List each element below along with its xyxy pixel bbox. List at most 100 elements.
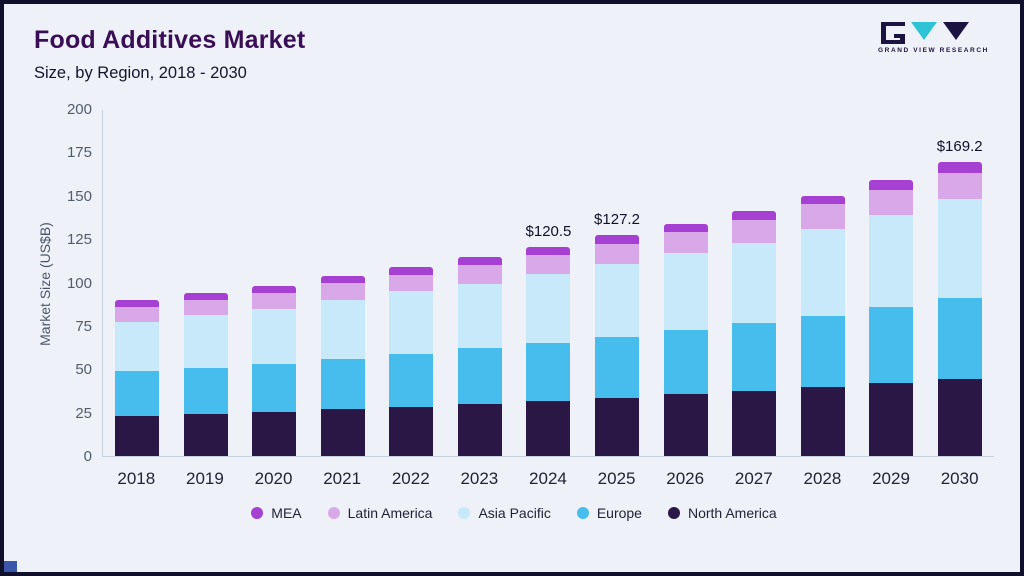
bar-segment-asia-pacific	[389, 291, 434, 354]
bar-segment-asia-pacific	[320, 299, 365, 359]
x-axis-label-2027: 2027	[734, 469, 773, 488]
bar-segment-latin-america	[526, 254, 571, 274]
bar-segment-europe	[732, 323, 777, 391]
value-label-2024: $120.5	[525, 222, 572, 240]
bar-segment-asia-pacific	[526, 273, 571, 344]
y-axis-tick-125: 125	[66, 231, 92, 249]
y-axis-title: Market Size (US$B)	[37, 221, 53, 346]
x-axis-label-2020: 2020	[254, 469, 293, 488]
bar-2019	[183, 292, 228, 456]
y-axis-tick-175: 175	[66, 144, 92, 162]
page-subtitle: Size, by Region, 2018 - 2030	[34, 64, 247, 82]
bar-segment-europe	[320, 358, 365, 410]
legend-item-north-america: North America	[667, 505, 777, 521]
bar-cell: $169.2	[925, 110, 994, 456]
bar-cell: $127.2	[583, 110, 652, 456]
bar-segment-north-america	[320, 409, 365, 456]
bar-segment-mea	[115, 299, 160, 307]
value-label-2025: $127.2	[594, 211, 640, 229]
bar-2022	[389, 266, 434, 456]
y-axis-title-column: Market Size (US$B)	[34, 110, 56, 457]
x-axis-label-2025: 2025	[597, 469, 636, 488]
bar-segment-north-america	[115, 416, 160, 456]
bar-segment-north-america	[732, 390, 777, 456]
legend-item-asia-pacific: Asia Pacific	[458, 505, 551, 521]
legend-swatch-latin-america	[327, 507, 340, 519]
bar-segment-north-america	[183, 413, 228, 456]
bar-segment-asia-pacific	[457, 284, 502, 349]
bar-segment-mea	[663, 223, 708, 233]
bar-segment-europe	[389, 353, 434, 407]
x-axis-label-2023: 2023	[460, 469, 499, 488]
bar-2021	[320, 275, 365, 456]
bar-segment-mea	[526, 246, 571, 255]
bar-2018	[115, 299, 160, 456]
bar-segment-asia-pacific	[115, 322, 160, 372]
x-axis-label-2026: 2026	[666, 469, 705, 488]
y-axis-tick-25: 25	[75, 404, 92, 422]
bar-segment-asia-pacific	[663, 253, 708, 331]
x-axis-label-2024: 2024	[529, 469, 567, 488]
x-axis-label-2022: 2022	[391, 469, 430, 488]
bar-segment-north-america	[869, 383, 914, 456]
bar-segment-latin-america	[320, 283, 365, 300]
bar-cell	[309, 110, 378, 456]
bar-segment-north-america	[937, 378, 982, 456]
bar-segment-north-america	[389, 406, 434, 456]
bar-2026	[663, 223, 708, 456]
bar-segment-north-america	[594, 397, 639, 456]
bar-segment-europe	[183, 367, 228, 414]
x-axis-label-2019: 2019	[186, 469, 224, 488]
stacked-bar-chart: Market Size (US$B) 0 25 50 75 100 125 150 175 20…	[34, 101, 994, 521]
y-axis-tick-0: 0	[83, 448, 92, 465]
bar-segment-mea	[594, 235, 639, 244]
bar-segment-north-america	[457, 403, 502, 456]
bar-segment-latin-america	[252, 293, 297, 309]
bar-2020	[252, 286, 297, 456]
bar-segment-latin-america	[115, 306, 160, 323]
bar-segment-europe	[594, 337, 639, 398]
bar-cell	[446, 110, 515, 456]
legend-swatch-asia-pacific	[458, 507, 471, 519]
y-axis-tick-100: 100	[66, 274, 92, 292]
bar-segment-latin-america	[800, 204, 845, 229]
bar-segment-mea	[457, 257, 502, 266]
y-axis-tick-50: 50	[75, 361, 92, 379]
y-axis-ticks: 0 25 50 75 100 125 150 175 200	[56, 101, 102, 465]
x-axis-label-2021: 2021	[323, 469, 362, 488]
bar-segment-mea	[869, 180, 914, 190]
bar-segment-mea	[800, 195, 845, 205]
bar-segment-asia-pacific	[800, 228, 845, 316]
corner-accent	[4, 561, 17, 572]
bar-segment-europe	[526, 343, 571, 402]
brand-logo: GRAND VIEW RESEARCH	[878, 22, 987, 54]
plot-column: $120.5 $127.2 $169.2 2018 2019 2020 2021 2022 2…	[102, 110, 994, 489]
bar-segment-north-america	[526, 401, 571, 456]
bar-segment-latin-america	[389, 274, 434, 292]
bar-segment-europe	[457, 348, 502, 404]
bar-cell	[788, 110, 857, 456]
bar-segment-asia-pacific	[252, 308, 297, 365]
x-axis-label-2029: 2029	[872, 469, 910, 488]
bar-segment-europe	[115, 371, 160, 417]
legend-label-mea: MEA	[271, 505, 302, 521]
bar-segment-north-america	[663, 394, 708, 456]
bar-2025: $127.2	[594, 211, 640, 456]
bar-segment-mea	[320, 275, 365, 284]
legend-item-europe: Europe	[576, 505, 642, 521]
y-axis-tick-200: 200	[66, 101, 92, 118]
bar-segment-mea	[252, 286, 297, 294]
bar-2028	[800, 195, 845, 456]
bar-segment-latin-america	[937, 173, 982, 200]
y-axis-tick-150: 150	[66, 187, 92, 205]
bar-cell	[651, 110, 720, 456]
bar-segment-mea	[937, 162, 982, 174]
bar-segment-latin-america	[732, 219, 777, 243]
bar-segment-asia-pacific	[732, 242, 777, 324]
bar-cell	[103, 110, 172, 456]
brand-logo-icon	[881, 22, 969, 44]
legend-item-latin-america: Latin America	[327, 505, 432, 521]
x-axis-labels: 2018 2019 2020 2021 2022 2023 2024 2025 2026 2027…	[102, 457, 994, 489]
x-axis-label-2030: 2030	[940, 469, 979, 488]
